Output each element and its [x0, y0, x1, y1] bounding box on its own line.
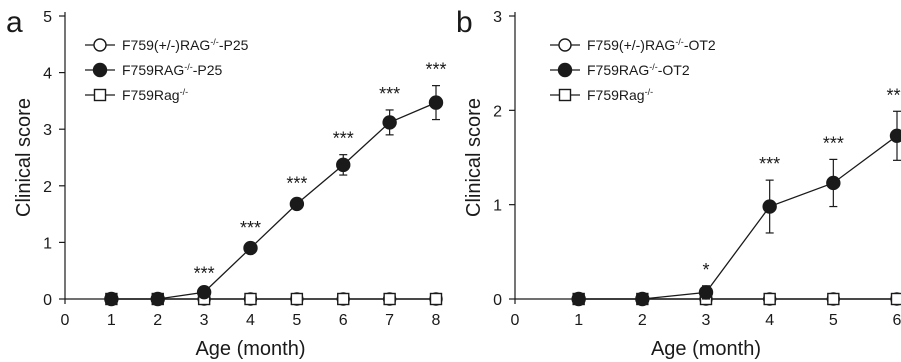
- data-point: [196, 285, 212, 300]
- y-tick-label: 2: [43, 179, 52, 196]
- legend-label: F759(+/-)RAG-/--P25: [122, 37, 249, 53]
- x-tick-label: 0: [61, 312, 70, 329]
- chart-panel-a: a 0 1 2 3 4 5 0 1 2 3 4 5 6 7 8 Age (month) Clinical scor…: [6, 6, 447, 360]
- significance-label: ***: [333, 129, 354, 149]
- data-point: [429, 292, 443, 306]
- legend-marker: [92, 62, 108, 78]
- y-tick-label: 3: [493, 9, 502, 26]
- legend-marker: [558, 88, 572, 102]
- x-tick-label: 0: [511, 312, 520, 329]
- x-tick-label: 2: [153, 312, 162, 329]
- legend: F759(+/-)RAG-/--P25 F759RAG-/--P25 F759Rag…: [85, 37, 249, 103]
- data-point: [826, 175, 841, 191]
- legend-label: F759(+/-)RAG-/--OT2: [587, 37, 716, 53]
- x-tick-label: 1: [574, 312, 583, 329]
- significance-label: ***: [286, 173, 307, 193]
- legend-marker: [93, 88, 107, 102]
- data-point: [290, 292, 304, 306]
- x-tick-label: 6: [893, 312, 901, 329]
- significance-label: ***: [194, 263, 215, 283]
- series-1: [104, 85, 444, 307]
- data-point: [289, 196, 305, 212]
- series-line: [111, 102, 437, 300]
- significance-label: ***: [240, 218, 261, 238]
- x-tick-label: 3: [702, 312, 711, 329]
- legend-label: F759RAG-/--P25: [122, 62, 223, 78]
- panel-letter: a: [6, 6, 23, 39]
- y-tick-label: 3: [43, 122, 52, 139]
- data-point: [890, 292, 901, 306]
- legend-label: F759Rag-/-: [122, 87, 188, 103]
- data-point: [382, 115, 397, 130]
- y-tick-label: 4: [43, 66, 52, 83]
- y-tick-label: 0: [493, 292, 502, 309]
- significance-label: ***: [379, 84, 400, 104]
- x-tick-label: 3: [200, 312, 209, 329]
- data-point: [244, 292, 257, 306]
- significance-label: *: [702, 260, 709, 280]
- x-tick-label: 5: [292, 312, 301, 329]
- x-tick-label: 5: [829, 312, 838, 329]
- x-axis-title: Age (month): [195, 338, 305, 360]
- data-point: [635, 291, 650, 307]
- legend-marker: [93, 38, 107, 52]
- x-tick-label: 1: [107, 312, 116, 329]
- panel-letter: b: [456, 6, 473, 39]
- y-axis-title: Clinical score: [13, 98, 35, 217]
- y-tick-label: 0: [43, 292, 52, 309]
- data-point: [571, 291, 586, 307]
- x-tick-label: 6: [339, 312, 348, 329]
- data-point: [150, 291, 165, 307]
- x-axis-title: Age (month): [651, 338, 761, 360]
- y-tick-label: 1: [493, 198, 502, 215]
- significance-label: ***: [759, 154, 780, 174]
- data-point: [383, 292, 396, 306]
- series-1: [571, 110, 901, 307]
- data-point: [889, 128, 901, 144]
- legend-label: F759Rag-/-: [587, 87, 653, 103]
- significance-label: ***: [425, 60, 446, 80]
- series-line: [578, 135, 898, 300]
- data-point: [428, 95, 444, 110]
- data-point: [698, 285, 714, 300]
- data-point: [763, 292, 776, 306]
- legend: F759(+/-)RAG-/--OT2 F759RAG-/--OT2 F759Rag…: [550, 37, 716, 103]
- y-tick-label: 2: [493, 103, 502, 120]
- data-point: [104, 291, 119, 307]
- y-tick-label: 1: [43, 235, 52, 252]
- y-axis-title: Clinical score: [463, 98, 485, 217]
- data-point: [336, 157, 351, 173]
- data-point: [827, 292, 840, 306]
- x-tick-label: 7: [385, 312, 394, 329]
- data-point: [243, 240, 258, 256]
- data-point: [762, 199, 777, 214]
- legend-marker: [558, 38, 572, 52]
- x-tick-label: 2: [638, 312, 647, 329]
- data-point: [337, 292, 350, 306]
- legend-marker: [557, 62, 573, 78]
- significance-label: ***: [823, 133, 844, 153]
- y-tick-label: 5: [43, 9, 52, 26]
- x-tick-label: 4: [246, 312, 255, 329]
- x-tick-label: 4: [765, 312, 774, 329]
- significance-label: ***: [886, 85, 901, 105]
- x-tick-label: 8: [432, 312, 441, 329]
- legend-label: F759RAG-/--OT2: [587, 62, 690, 78]
